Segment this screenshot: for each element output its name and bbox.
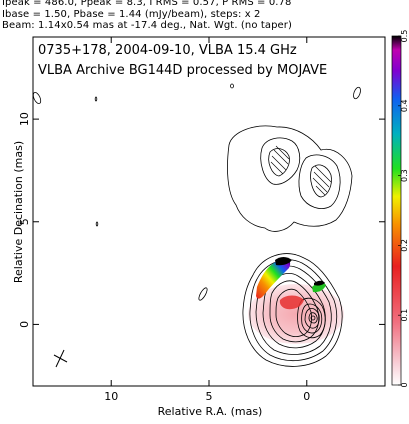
colorbar-tick-label: 0.5 (400, 30, 409, 43)
colorbar-tick-label: 0.3 (400, 169, 409, 182)
x-axis-label: Relative R.A. (mas) (158, 405, 263, 418)
header-line-2: Ibase = 1.50, Pbase = 1.44 (mJy/beam), s… (2, 9, 261, 20)
polarization-peak-right (314, 280, 325, 286)
colorbar-tick-label: 0.1 (400, 309, 409, 322)
x-tick-label: 0 (303, 390, 310, 403)
x-tick-label: 5 (206, 390, 213, 403)
y-tick-label: 10 (18, 112, 31, 126)
colorbar-tick-label: 0.2 (400, 239, 409, 252)
colorbar-tick-label: 0 (400, 382, 409, 387)
colorbar (391, 35, 402, 386)
polarization-red-patch (279, 295, 304, 310)
polarization-peak-upper (275, 257, 292, 266)
beam-indicator (53, 349, 68, 368)
title-line-2: VLBA Archive BG144D processed by MOJAVE (38, 63, 327, 78)
x-tick-label: 10 (104, 390, 118, 403)
y-tick-label: 5 (18, 218, 31, 225)
header-line-3: Beam: 1.14x0.54 mas at -17.4 deg., Nat. … (2, 20, 292, 31)
jet-contours (227, 125, 353, 232)
y-axis-label: Relative Decination (mas) (12, 141, 25, 283)
title-line-1: 0735+178, 2004-09-10, VLBA 15.4 GHz (38, 43, 297, 58)
y-tick-label: 0 (18, 321, 31, 328)
colorbar-tick-label: 0.4 (400, 99, 409, 112)
x-axis-ticks: 10 5 0 (104, 37, 310, 403)
isolated-contours (32, 83, 361, 301)
jet-hatching (270, 145, 332, 196)
colorbar-ticks: 0 0.1 0.2 0.3 0.4 0.5 (398, 30, 409, 388)
polarization-hotspot-upper (256, 258, 291, 299)
header-line-1: Ipeak = 486.0, Ppeak = 8.3, I RMS = 0.57… (2, 0, 292, 8)
core-contours (242, 253, 343, 367)
y-axis-ticks: 0 5 10 (18, 112, 385, 328)
